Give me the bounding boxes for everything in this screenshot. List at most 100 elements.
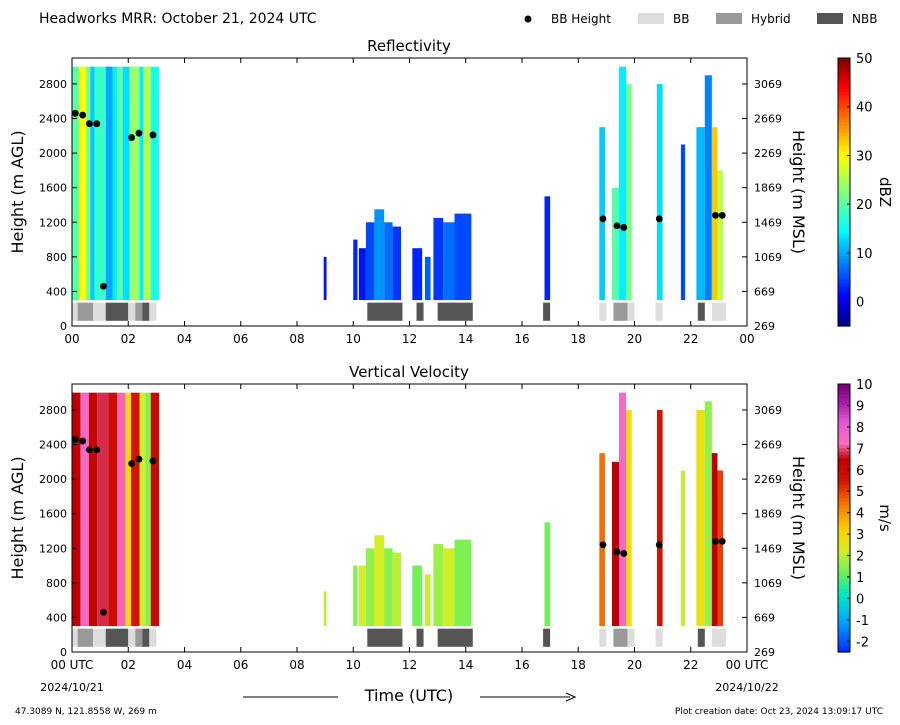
colorbar-segment: [838, 461, 850, 465]
header-legend: BB Height BB Hybrid NBB: [524, 12, 877, 26]
colorbar-segment: [838, 151, 850, 156]
reflectivity-title: Reflectivity: [367, 37, 451, 55]
colorbar-segment: [838, 551, 850, 556]
colorbar-tick-label: 10: [856, 378, 873, 393]
x-tick-label: 16: [514, 658, 529, 672]
y-tick-label: 1600: [39, 508, 67, 521]
velocity-colorbar-label: m/s: [876, 504, 894, 532]
bb-type-bb: [627, 628, 635, 647]
y-tick-label: 400: [46, 285, 67, 298]
precip-column: [374, 209, 385, 301]
colorbar-segment: [838, 638, 850, 643]
precip-column: [599, 127, 605, 301]
bb-height-point: [599, 541, 607, 549]
colorbar-segment: [838, 178, 850, 183]
colorbar-segment: [838, 155, 850, 160]
bb-type-bb: [128, 628, 136, 647]
y-tick-label: 2000: [39, 147, 67, 160]
bb-type-bb: [128, 302, 136, 321]
colorbar-segment: [838, 222, 850, 227]
bb-type-nbb: [416, 628, 424, 647]
velocity-colorbar: -2 -1 0 1 2 3 4 5 6 7 8 9 10: [837, 378, 873, 653]
colorbar-segment: [838, 554, 850, 559]
colorbar-segment: [838, 645, 850, 650]
bb-height-point: [712, 537, 719, 545]
colorbar-segment: [838, 585, 850, 589]
bb-type-nbb: [142, 628, 150, 647]
x-tick-label: 14: [458, 658, 473, 672]
velocity-panel: Vertical Velocity 00 UTC 02 04 06 08 10 12 14 16…: [8, 363, 894, 705]
bb-height-point: [620, 550, 628, 557]
colorbar-segment: [838, 531, 850, 536]
colorbar-segment: [838, 228, 850, 233]
precip-column: [323, 256, 327, 301]
colorbar-segment: [838, 145, 850, 150]
colorbar-segment: [838, 387, 850, 392]
colorbar-segment: [838, 71, 850, 76]
colorbar-segment: [838, 299, 850, 304]
bb-type-nbb: [697, 302, 705, 321]
x-tick-label: 18: [571, 332, 586, 346]
colorbar-segment: [838, 158, 850, 163]
colorbar-tick-label: 50: [856, 52, 873, 67]
colorbar-segment: [838, 588, 850, 593]
precip-column: [384, 548, 393, 627]
bb-height-point: [613, 222, 621, 230]
figure-title: Headworks MRR: October 21, 2024 UTC: [39, 11, 317, 27]
bb-type-nbb: [437, 302, 473, 321]
y-right-tick-label: 3069: [754, 404, 782, 417]
bb-height-point: [149, 457, 157, 465]
precip-column: [88, 392, 98, 627]
precip-column: [680, 470, 686, 627]
y-right-tick-label: 2269: [754, 147, 782, 160]
bb-type-hybrid: [613, 302, 628, 321]
colorbar-segment: [838, 467, 850, 472]
colorbar-segment: [838, 84, 850, 89]
bb-type-nbb: [367, 628, 403, 647]
colorbar-segment: [838, 635, 850, 640]
colorbar-segment: [838, 212, 850, 217]
precip-column: [704, 75, 712, 301]
precip-column: [717, 470, 724, 627]
colorbar-segment: [838, 574, 850, 579]
colorbar-segment: [838, 601, 850, 606]
colorbar-segment: [838, 242, 850, 247]
colorbar-segment: [838, 315, 850, 320]
bb-height-point: [655, 541, 663, 549]
precip-column: [117, 392, 126, 627]
legend-bb-height-marker: [524, 15, 532, 23]
reflectivity-y-ticks: 0 400 800 1200 1600 2000 2400 2800: [39, 78, 77, 333]
colorbar-segment: [838, 440, 850, 445]
bb-height-point: [71, 109, 79, 117]
colorbar-segment: [838, 265, 850, 270]
y-right-tick-label: 1469: [754, 542, 782, 555]
colorbar-segment: [838, 235, 850, 240]
y-right-tick-label: 2669: [754, 113, 782, 126]
colorbar-segment: [838, 248, 850, 253]
bb-type-bb: [711, 302, 726, 321]
colorbar-segment: [838, 414, 850, 419]
x-tick-label: 20: [627, 332, 642, 346]
precip-column: [105, 66, 113, 301]
precip-column: [443, 548, 455, 627]
y-right-tick-label: 3069: [754, 78, 782, 91]
bb-height-point: [93, 446, 101, 454]
y-right-tick-label: 2669: [754, 439, 782, 452]
colorbar-segment: [838, 591, 850, 596]
colorbar-segment: [838, 262, 850, 267]
bb-height-point: [718, 211, 726, 219]
station-location: 47.3089 N, 121.8558 W, 269 m: [15, 707, 157, 717]
precip-column: [358, 248, 366, 301]
velocity-y-right-ticks: 269 669 1069 1469 1869 2269 2669 3069: [742, 404, 782, 659]
bb-height-point: [128, 134, 136, 141]
colorbar-segment: [838, 275, 850, 280]
reflectivity-colorbar: 0 10 20 30 40 50: [837, 52, 873, 327]
reflectivity-y-right-ticks: 269 669 1069 1469 1869 2269 2669 3069: [742, 78, 782, 333]
colorbar-segment: [838, 451, 850, 455]
colorbar-segment: [838, 544, 850, 549]
x-tick-label: 10: [346, 658, 361, 672]
colorbar-segment: [838, 195, 850, 200]
x-tick-label: 14: [458, 332, 473, 346]
colorbar-segment: [838, 611, 850, 616]
precip-column: [412, 248, 423, 301]
